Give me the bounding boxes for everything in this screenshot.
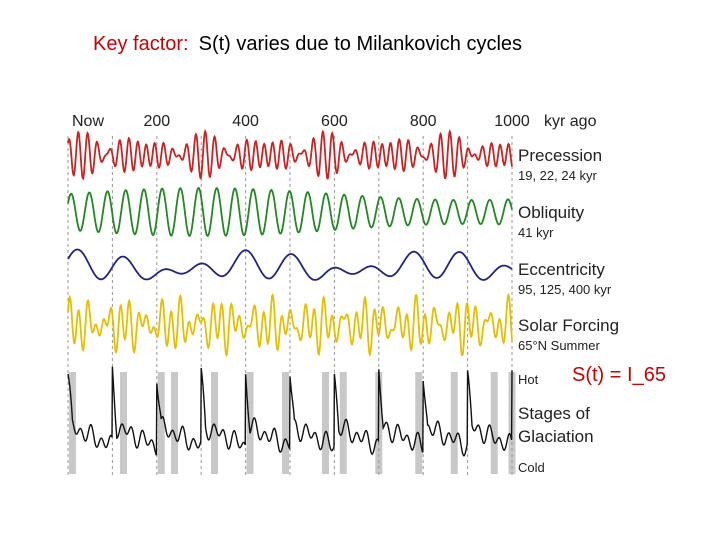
forcing-formula: S(t) = I_65: [572, 364, 666, 386]
glaciation-hot-label: Hot: [518, 372, 539, 387]
interglacial-band: [339, 372, 347, 474]
series-sublabel: 65°N Summer: [518, 338, 600, 353]
x-tick-label: 1000: [494, 113, 530, 130]
series-line-eccentricity: [67, 248, 513, 281]
series-labels: Precession 19, 22, 24 kyr Obliquity 41 kyr E…: [518, 146, 619, 446]
series-curves: [67, 128, 513, 457]
series-label: Obliquity: [518, 203, 585, 222]
series-label: Stages of: [518, 404, 590, 423]
series-label: Eccentricity: [518, 260, 605, 279]
interglacial-band: [450, 372, 458, 474]
interglacial-band: [490, 372, 498, 474]
x-axis-unit: kyr ago: [544, 113, 597, 130]
series-line-precession: [67, 128, 513, 181]
series-label: Precession: [518, 146, 602, 165]
series-sublabel: 41 kyr: [518, 225, 554, 240]
series-label: Glaciation: [518, 427, 594, 446]
key-factor-label: Key factor:: [93, 33, 189, 55]
interglacial-bands: [68, 372, 516, 474]
series-sublabel: 19, 22, 24 kyr: [518, 168, 597, 183]
series-line-obliquity: [67, 186, 513, 237]
interglacial-band: [171, 372, 179, 474]
slide-title: Key factor: S(t) varies due to Milankovic…: [93, 33, 522, 56]
x-tick-label: 200: [143, 113, 170, 130]
interglacial-band: [415, 372, 423, 474]
interglacial-band: [282, 372, 290, 474]
series-line-solar-forcing: [67, 292, 513, 357]
interglacial-band: [120, 372, 127, 474]
interglacial-band: [322, 372, 330, 474]
milankovitch-chart: Now 200 400 600 800 1000 kyr ago Precession 19…: [67, 113, 619, 476]
title-text: S(t) varies due to Milankovich cycles: [198, 33, 523, 55]
interglacial-band: [246, 372, 254, 474]
x-axis-ticks: Now 200 400 600 800 1000: [72, 113, 530, 130]
glaciation-cold-label: Cold: [518, 460, 545, 475]
series-label: Solar Forcing: [518, 316, 619, 335]
series-line-stages-of-glaciation: [67, 366, 513, 457]
x-tick-label: 400: [232, 113, 259, 130]
x-tick-label: 600: [321, 113, 348, 130]
x-tick-label: Now: [72, 113, 104, 130]
interglacial-band: [211, 372, 219, 474]
interglacial-band: [157, 372, 165, 474]
x-tick-label: 800: [410, 113, 437, 130]
series-sublabel: 95, 125, 400 kyr: [518, 282, 612, 297]
